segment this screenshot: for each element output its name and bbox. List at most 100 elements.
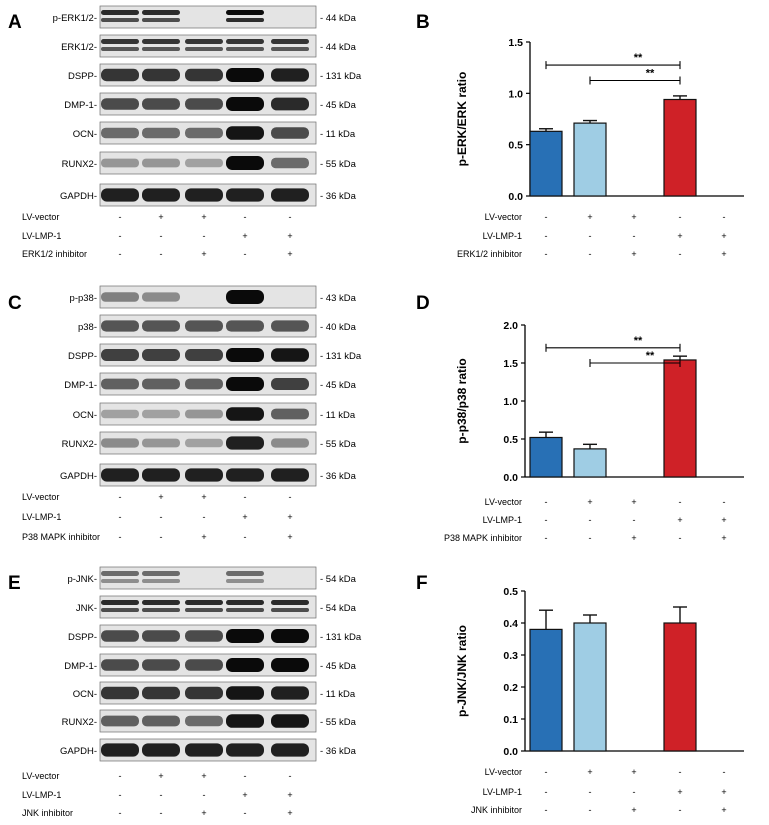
treatment-label: LV-LMP-1 bbox=[483, 231, 522, 241]
panel-letter: E bbox=[8, 573, 21, 594]
blot-band bbox=[185, 68, 223, 82]
blot-band bbox=[271, 658, 309, 672]
blot-band bbox=[271, 600, 309, 605]
treatment-sign: - bbox=[244, 771, 247, 781]
blot-band bbox=[101, 743, 139, 757]
y-tick-label: 1.0 bbox=[503, 396, 518, 408]
blot-band bbox=[185, 349, 223, 361]
bar bbox=[573, 122, 607, 197]
treatment-sign: + bbox=[201, 249, 206, 259]
blot-band bbox=[142, 188, 180, 202]
treatment-label: LV-vector bbox=[22, 492, 59, 502]
kda-marker: - 44 kDa bbox=[320, 13, 357, 24]
treatment-sign: - bbox=[545, 497, 548, 507]
treatment-sign: - bbox=[633, 231, 636, 241]
treatment-sign: + bbox=[242, 512, 247, 522]
protein-label: GAPDH- bbox=[60, 471, 97, 482]
blot-band bbox=[142, 349, 180, 361]
blot-band bbox=[142, 98, 180, 110]
blot-band bbox=[142, 468, 180, 482]
treatment-label: LV-LMP-1 bbox=[483, 515, 522, 525]
panel-letter: B bbox=[416, 12, 430, 33]
blot-row: DMP-1- - 45 kDa bbox=[64, 372, 357, 396]
blot-band bbox=[101, 18, 139, 22]
blot-band bbox=[185, 438, 223, 448]
protein-label: p-ERK1/2- bbox=[53, 13, 97, 24]
blot-band bbox=[185, 468, 223, 482]
blot-band bbox=[142, 409, 180, 419]
blot-band bbox=[142, 378, 180, 390]
kda-marker: - 55 kDa bbox=[320, 717, 357, 728]
bar bbox=[529, 436, 563, 478]
blot-band bbox=[185, 659, 223, 671]
blot-band bbox=[271, 97, 309, 111]
protein-label: GAPDH- bbox=[60, 191, 97, 202]
blot-band bbox=[101, 10, 139, 15]
blot-band bbox=[226, 47, 264, 51]
blot-row: GAPDH- - 36 kDa bbox=[60, 183, 357, 207]
treatment-label: LV-LMP-1 bbox=[483, 787, 522, 797]
blot-band bbox=[101, 158, 139, 168]
kda-marker: - 11 kDa bbox=[320, 410, 356, 421]
blot-row: RUNX2- - 55 kDa bbox=[62, 151, 357, 175]
blot-band bbox=[101, 686, 139, 700]
protein-label: p-p38- bbox=[70, 293, 97, 304]
kda-marker: - 54 kDa bbox=[320, 574, 357, 585]
treatment-sign: - bbox=[119, 808, 122, 818]
treatment-sign: - bbox=[203, 512, 206, 522]
kda-marker: - 131 kDa bbox=[320, 632, 362, 643]
blot-band bbox=[101, 571, 139, 576]
blot-band bbox=[271, 157, 309, 169]
panel-letter: A bbox=[8, 12, 22, 33]
treatment-sign: - bbox=[679, 497, 682, 507]
blot-band bbox=[226, 290, 264, 304]
treatment-sign: - bbox=[545, 787, 548, 797]
blot-band bbox=[101, 579, 139, 583]
blot-band bbox=[142, 571, 180, 576]
treatment-sign: + bbox=[287, 532, 292, 542]
treatment-sign: - bbox=[289, 492, 292, 502]
y-tick-label: 0.0 bbox=[503, 472, 518, 484]
treatment-label: LV-LMP-1 bbox=[22, 512, 61, 522]
y-axis-label: p-p38/p38 ratio bbox=[455, 358, 469, 443]
blot-row: p-ERK1/2- - 44 kDa bbox=[53, 5, 357, 29]
protein-label: RUNX2- bbox=[62, 159, 97, 170]
treatment-sign: - bbox=[244, 808, 247, 818]
blot-band bbox=[142, 68, 180, 82]
blot-band bbox=[142, 686, 180, 700]
treatment-sign: - bbox=[289, 771, 292, 781]
blot-band bbox=[142, 47, 180, 51]
blot-band bbox=[226, 320, 264, 332]
kda-marker: - 45 kDa bbox=[320, 100, 357, 111]
treatment-sign: - bbox=[679, 805, 682, 815]
treatment-sign: - bbox=[119, 771, 122, 781]
treatment-sign: - bbox=[203, 790, 206, 800]
y-tick-label: 0.1 bbox=[503, 714, 518, 726]
blot-band bbox=[142, 579, 180, 583]
treatment-label: LV-LMP-1 bbox=[22, 790, 61, 800]
treatment-sign: + bbox=[242, 790, 247, 800]
blot-row: DMP-1- - 45 kDa bbox=[64, 653, 357, 677]
treatment-label: LV-vector bbox=[485, 497, 522, 507]
treatment-sign: - bbox=[545, 515, 548, 525]
treatment-sign: - bbox=[160, 808, 163, 818]
y-tick-label: 2.0 bbox=[503, 320, 518, 332]
treatment-sign: - bbox=[160, 249, 163, 259]
treatment-sign: + bbox=[201, 808, 206, 818]
y-tick-label: 1.5 bbox=[503, 358, 518, 370]
treatment-sign: - bbox=[119, 790, 122, 800]
blot-band bbox=[101, 409, 139, 419]
blot-row: DSPP- - 131 kDa bbox=[68, 63, 362, 87]
blot-band bbox=[101, 68, 139, 82]
blot-band bbox=[142, 659, 180, 671]
protein-label: OCN- bbox=[73, 129, 97, 140]
bar bbox=[573, 622, 607, 752]
treatment-sign: - bbox=[723, 212, 726, 222]
blot-row: GAPDH- - 36 kDa bbox=[60, 463, 357, 487]
blot-band bbox=[226, 18, 264, 22]
treatment-sign: + bbox=[158, 771, 163, 781]
protein-label: ERK1/2- bbox=[61, 42, 97, 53]
kda-marker: - 44 kDa bbox=[320, 42, 357, 53]
bar bbox=[573, 448, 607, 478]
